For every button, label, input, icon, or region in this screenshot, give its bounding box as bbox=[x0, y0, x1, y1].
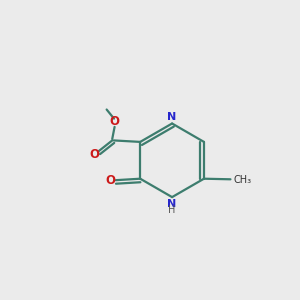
Text: O: O bbox=[90, 148, 100, 161]
Text: O: O bbox=[106, 174, 116, 187]
Text: N: N bbox=[167, 112, 177, 122]
Text: CH₃: CH₃ bbox=[233, 175, 251, 185]
Text: N: N bbox=[167, 199, 177, 209]
Text: H: H bbox=[168, 206, 176, 215]
Text: O: O bbox=[110, 116, 120, 128]
